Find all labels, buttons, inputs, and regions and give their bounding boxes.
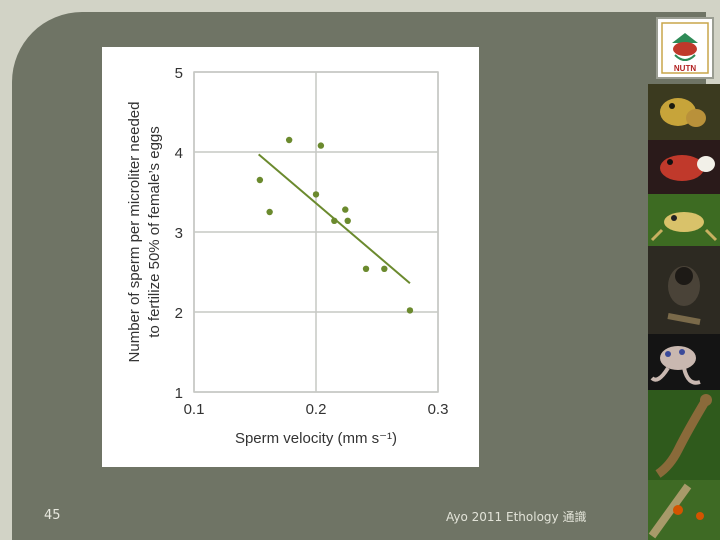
data-point bbox=[344, 217, 351, 224]
data-point bbox=[362, 265, 370, 272]
chart-svg: 1 2 3 4 5 0.1 0.2 0.3 Sperm velocity (mm s⁻¹) Num… bbox=[126, 65, 449, 447]
y-tick-label: 2 bbox=[175, 305, 183, 322]
y-axis-label-line1: Number of sperm per microliter needed bbox=[126, 102, 143, 363]
nutn-logo: NUTN bbox=[656, 17, 714, 79]
x-tick-label: 0.1 bbox=[184, 401, 205, 418]
data-point bbox=[331, 217, 338, 224]
x-tick-label: 0.3 bbox=[428, 401, 449, 418]
frog-photo bbox=[648, 84, 720, 140]
y-axis-label-line2: to fertilize 50% of female’s eggs bbox=[146, 126, 163, 338]
data-point bbox=[312, 191, 320, 198]
data-point bbox=[317, 142, 325, 149]
y-tick-label: 1 bbox=[175, 385, 183, 402]
logo-text: NUTN bbox=[674, 64, 696, 73]
footer-text: Ayo 2011 Ethology 通識 bbox=[446, 510, 587, 524]
x-axis-label: Sperm velocity (mm s⁻¹) bbox=[235, 430, 397, 447]
marmoset-photo bbox=[648, 246, 720, 334]
insect-photo bbox=[648, 480, 720, 540]
data-point bbox=[381, 265, 388, 272]
data-point bbox=[342, 206, 349, 213]
x-tick-label: 0.2 bbox=[306, 401, 327, 418]
data-point bbox=[256, 176, 264, 184]
y-tick-label: 3 bbox=[175, 225, 183, 242]
red-frog-photo bbox=[648, 140, 720, 194]
data-point bbox=[406, 307, 414, 314]
salamander-photo bbox=[648, 390, 720, 480]
data-point bbox=[285, 136, 293, 144]
scatter-chart: 1 2 3 4 5 0.1 0.2 0.3 Sperm velocity (mm s⁻¹) Num… bbox=[102, 47, 479, 467]
y-tick-label: 5 bbox=[175, 65, 183, 82]
data-point bbox=[266, 208, 273, 216]
tree-frog-photo bbox=[648, 194, 720, 246]
y-tick-label: 4 bbox=[175, 145, 183, 162]
slide-number: 45 bbox=[44, 508, 61, 523]
octopus-photo bbox=[648, 334, 720, 390]
